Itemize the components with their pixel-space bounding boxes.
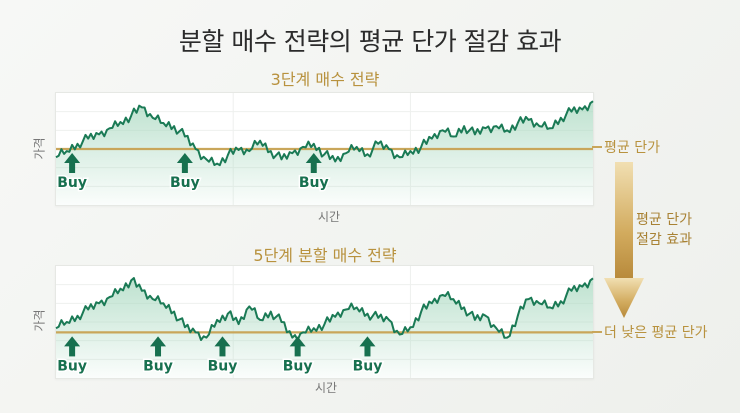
up-arrow-icon: [64, 336, 81, 347]
avg-price-tick: [592, 146, 602, 148]
up-arrow-icon: [214, 336, 231, 347]
top-chart-panel: Buy Buy Buy: [55, 92, 594, 206]
effect-label-line2: 절감 효과: [636, 232, 692, 248]
up-arrow-icon: [305, 153, 322, 163]
top-line-chart: Buy Buy Buy: [55, 93, 594, 205]
svg-text:Buy: Buy: [57, 175, 87, 191]
svg-text:Buy: Buy: [353, 358, 383, 374]
top-chart-title: 3단계 매수 전략: [270, 70, 380, 89]
svg-text:Buy: Buy: [299, 175, 329, 191]
avg-price-label: 평균 단가: [604, 140, 660, 156]
bottom-x-axis-label: 시간: [315, 381, 338, 395]
up-arrow-icon: [176, 153, 193, 163]
up-arrow-icon: [64, 153, 81, 163]
bottom-y-axis-label: 가격: [32, 309, 47, 332]
bottom-line-chart: Buy Buy Buy Buy Buy: [55, 266, 594, 378]
svg-text:Buy: Buy: [143, 358, 173, 374]
buy-marker: Buy: [281, 336, 314, 376]
up-arrow-icon: [359, 336, 376, 347]
up-arrow-icon: [289, 336, 306, 347]
bottom-chart-title: 5단계 분할 매수 전략: [253, 246, 397, 265]
up-arrow-icon: [150, 336, 167, 347]
effect-label-line1: 평균 단가: [636, 212, 692, 228]
svg-text:Buy: Buy: [283, 358, 313, 374]
chart-title: 분할 매수 전략의 평균 단가 절감 효과: [178, 27, 562, 56]
buy-marker: Buy: [297, 153, 330, 193]
buy-marker: Buy: [206, 336, 239, 376]
lower-avg-price-tick: [592, 331, 602, 333]
buy-marker: Buy: [56, 153, 88, 193]
top-y-axis-label: 가격: [32, 137, 47, 160]
buy-marker: Buy: [142, 336, 174, 376]
top-x-axis-label: 시간: [318, 210, 341, 224]
svg-text:Buy: Buy: [57, 358, 87, 374]
svg-text:Buy: Buy: [170, 175, 200, 191]
buy-marker: Buy: [56, 336, 88, 376]
down-arrow-icon: [604, 162, 644, 318]
svg-text:Buy: Buy: [208, 358, 238, 374]
buy-marker: Buy: [351, 336, 384, 376]
buy-marker: Buy: [168, 153, 201, 193]
effect-label: 평균 단가 절감 효과: [636, 210, 692, 250]
lower-avg-price-label: 더 낮은 평균 단가: [604, 325, 708, 341]
bottom-chart-panel: Buy Buy Buy Buy Buy: [55, 265, 594, 379]
